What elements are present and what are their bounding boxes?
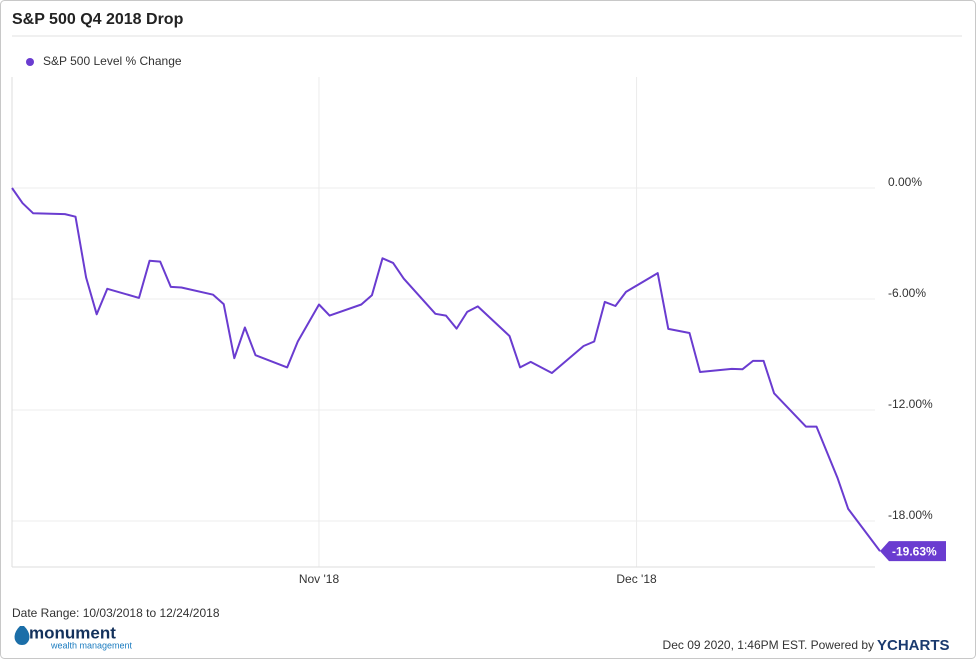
legend-label: S&P 500 Level % Change: [43, 54, 182, 68]
brand: YCHARTS: [877, 637, 950, 654]
y-tick-label: -12.00%: [888, 397, 933, 411]
legend-marker: [26, 58, 34, 66]
chart-title: S&P 500 Q4 2018 Drop: [12, 11, 184, 28]
timestamp: Dec 09 2020, 1:46PM EST. Powered by: [663, 638, 874, 652]
value-tag: [880, 541, 946, 562]
value-label: -19.63%: [892, 544, 937, 558]
y-tick-label: -6.00%: [888, 286, 926, 300]
logo-icon: [14, 626, 30, 645]
logo-name: monument: [29, 623, 116, 642]
date-range: Date Range: 10/03/2018 to 12/24/2018: [12, 606, 220, 620]
x-tick-label: Nov '18: [299, 572, 340, 586]
logo-tagline: wealth management: [50, 640, 133, 650]
logo: monument wealth management: [14, 623, 133, 650]
y-tick-label: -18.00%: [888, 508, 933, 522]
series-line: [11, 187, 881, 552]
x-tick-label: Dec '18: [616, 572, 657, 586]
y-tick-label: 0.00%: [888, 175, 922, 189]
